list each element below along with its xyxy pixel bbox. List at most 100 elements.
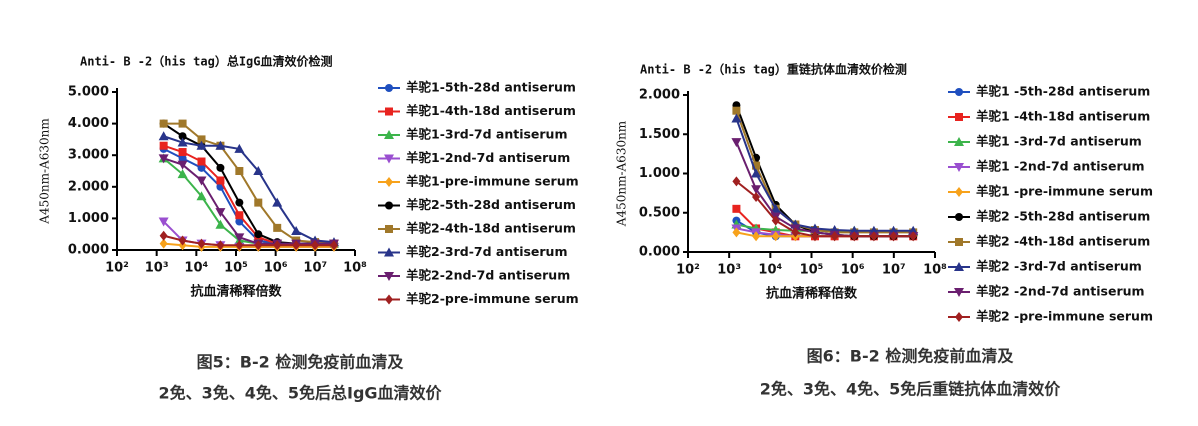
caption: 2免、3免、4免、5免后总IgG血清效价 (158, 384, 442, 403)
marker (196, 140, 207, 150)
marker (869, 231, 878, 242)
x-tick-label: 10⁶ (264, 261, 288, 276)
marker (235, 167, 244, 175)
marker (159, 230, 168, 241)
marker (732, 204, 741, 213)
x-tick-label: 10⁵ (224, 261, 248, 276)
marker (955, 213, 963, 221)
marker (234, 233, 245, 243)
marker (196, 176, 207, 186)
marker (196, 191, 207, 201)
series-line (735, 180, 914, 238)
marker (273, 240, 282, 251)
marker (158, 154, 169, 164)
legend-label: 羊驼1 -5th-28d antiserum (976, 84, 1150, 99)
marker (292, 240, 301, 251)
marker (273, 223, 282, 232)
marker (235, 198, 244, 207)
y-tick-label: 4.000 (68, 116, 109, 131)
x-tick-label: 10⁴ (758, 263, 782, 278)
marker (178, 235, 187, 246)
y-tick-label: 3.000 (68, 148, 109, 163)
marker (385, 84, 393, 92)
caption: 图6：B-2 检测免疫前血清及 (807, 347, 1015, 366)
marker (177, 169, 188, 179)
series-line (735, 141, 914, 238)
legend-label: 羊驼1-3rd-7d antiserum (406, 127, 567, 142)
marker (254, 230, 263, 239)
marker (272, 197, 283, 207)
y-tick-label: 5.000 (68, 85, 109, 100)
marker (177, 160, 188, 170)
series-line (735, 104, 914, 238)
marker (385, 294, 393, 305)
marker (955, 113, 963, 121)
series-line (163, 242, 334, 248)
marker (752, 231, 761, 242)
marker (955, 312, 963, 322)
marker (215, 208, 226, 218)
legend-label: 羊驼2-4th-18d antiserum (406, 221, 576, 236)
marker (158, 217, 169, 227)
marker (197, 163, 206, 172)
marker (731, 138, 742, 148)
y-tick-label: 2.000 (68, 179, 109, 194)
x-tick-label: 10⁷ (303, 261, 327, 276)
marker (178, 132, 187, 141)
legend-label: 羊驼2-3rd-7d antiserum (406, 244, 567, 259)
marker (159, 238, 168, 249)
marker (215, 140, 226, 150)
marker (752, 192, 761, 203)
marker (791, 227, 800, 238)
marker (732, 176, 741, 187)
marker (215, 219, 226, 229)
marker (235, 240, 244, 251)
marker (954, 262, 964, 271)
marker (385, 107, 393, 116)
caption: 图5：B-2 检测免疫前血清及 (197, 353, 405, 372)
marker (216, 240, 225, 251)
marker (384, 247, 394, 257)
marker (384, 272, 394, 281)
series-line (163, 122, 335, 245)
marker (178, 119, 187, 128)
x-tick-label: 10⁸ (923, 263, 947, 278)
marker (235, 211, 244, 220)
marker (751, 168, 762, 178)
marker (889, 231, 898, 242)
marker (751, 185, 762, 195)
legend-label: 羊驼2 -2nd-7d antiserum (976, 284, 1145, 299)
x-axis-label: 抗血清稀释倍数 (190, 284, 282, 300)
y-tick-label: 1.000 (68, 211, 109, 226)
marker (385, 225, 393, 233)
y-tick-label: 1.000 (639, 166, 680, 181)
x-tick-label: 10⁷ (882, 263, 906, 278)
legend-label: 羊驼2 -pre-immune serum (976, 309, 1153, 324)
legend-label: 羊驼2-5th-28d antiserum (406, 197, 576, 212)
marker (291, 226, 302, 236)
marker (954, 163, 964, 172)
legend-label: 羊驼1-5th-28d antiserum (406, 80, 576, 95)
legend-label: 羊驼2 -4th-18d antiserum (976, 234, 1150, 249)
marker (177, 137, 188, 147)
marker (254, 198, 263, 207)
caption: 2免、3免、4免、5免后重链抗体血清效价 (760, 380, 1062, 399)
marker (197, 238, 206, 249)
legend-label: 羊驼1 -4th-18d antiserum (976, 109, 1150, 124)
marker (771, 215, 780, 226)
marker (159, 119, 168, 128)
marker (771, 231, 780, 242)
series-line (735, 110, 914, 234)
marker (384, 130, 394, 139)
marker (731, 113, 742, 123)
legend-label: 羊驼1 -3rd-7d antiserum (976, 134, 1142, 149)
legend-label: 羊驼1 -2nd-7d antiserum (976, 159, 1145, 174)
y-axis-label: A450nm-A630nm (615, 120, 629, 227)
x-tick-label: 10⁶ (841, 263, 865, 278)
marker (955, 187, 963, 197)
marker (329, 240, 338, 251)
chart-title: Anti- B -2（his tag）总IgG血清效价检测 (80, 54, 333, 69)
x-tick-label: 10⁸ (343, 261, 367, 276)
legend-label: 羊驼2 -3rd-7d antiserum (976, 259, 1142, 274)
